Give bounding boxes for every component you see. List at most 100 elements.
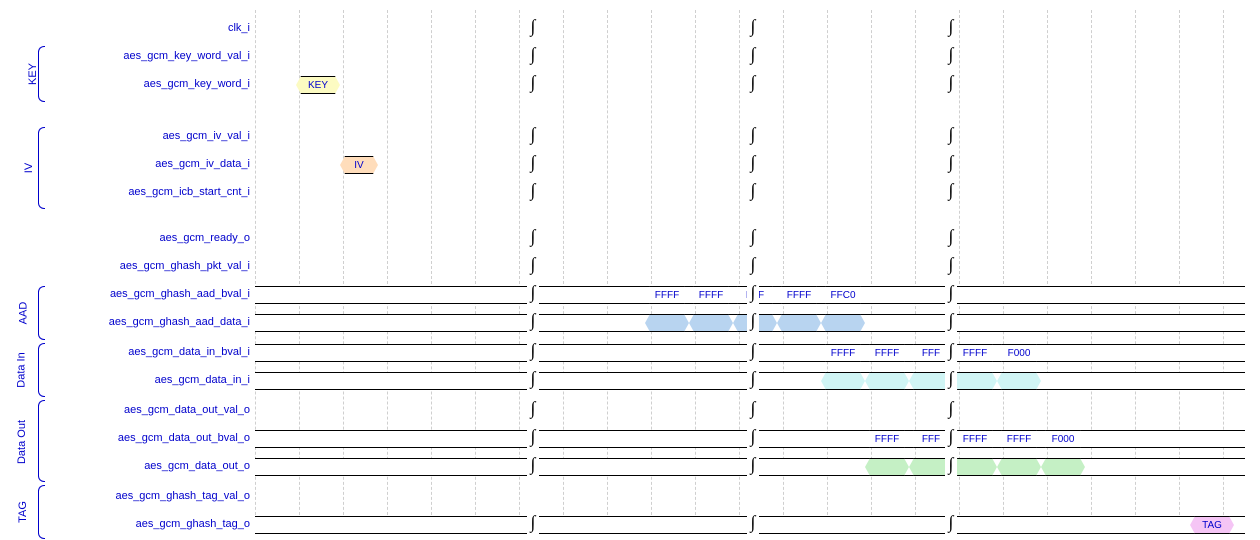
hex-segment: F000 (1041, 430, 1085, 448)
signal-label-aes_gcm_ghash_tag_o: aes_gcm_ghash_tag_o (136, 518, 250, 530)
group-brace-aad (38, 286, 45, 340)
grid-line (651, 10, 652, 530)
hex-segment (689, 314, 733, 332)
break-mark: ∫ (945, 514, 957, 534)
hex-segment: FFC0 (821, 286, 865, 304)
break-mark: ∫ (747, 256, 759, 276)
group-label-tag: TAG (17, 501, 29, 523)
group-label-datain: Data In (16, 352, 28, 387)
break-mark: ∫ (527, 370, 539, 390)
break-mark: ∫ (945, 456, 957, 476)
group-label-key: KEY (27, 63, 39, 85)
grid-line (563, 10, 564, 530)
hex-segment: F000 (997, 344, 1041, 362)
break-mark: ∫ (527, 284, 539, 304)
grid-line (827, 10, 828, 530)
hex-segment (645, 314, 689, 332)
hex-segment: FFFF (953, 430, 997, 448)
signal-label-aes_gcm_data_out_o: aes_gcm_data_out_o (144, 460, 250, 472)
grid-line (1047, 10, 1048, 530)
break-mark: ∫ (747, 46, 759, 66)
grid-line (783, 10, 784, 530)
hex-segment: FFFF (777, 286, 821, 304)
hex-segment (1041, 458, 1085, 476)
break-mark: ∫ (527, 46, 539, 66)
break-mark: ∫ (747, 74, 759, 94)
break-mark: ∫ (747, 18, 759, 38)
signal-label-aes_gcm_ghash_aad_bval_i: aes_gcm_ghash_aad_bval_i (110, 288, 250, 300)
break-mark: ∫ (747, 342, 759, 362)
grid-line (387, 10, 388, 530)
grid-line (475, 10, 476, 530)
grid-line (431, 10, 432, 530)
hex-segment: FFFF (997, 430, 1041, 448)
hex-segment (865, 372, 909, 390)
grid-line (871, 10, 872, 530)
key-tag: KEY (296, 76, 340, 94)
signal-label-aes_gcm_icb_start_cnt_i: aes_gcm_icb_start_cnt_i (128, 186, 250, 198)
break-mark: ∫ (527, 154, 539, 174)
break-mark: ∫ (527, 342, 539, 362)
break-mark: ∫ (527, 456, 539, 476)
hex-segment: FFFF (865, 430, 909, 448)
break-mark: ∫ (527, 126, 539, 146)
group-brace-tag (38, 485, 45, 539)
break-mark: ∫ (527, 228, 539, 248)
grid-line (1091, 10, 1092, 530)
signal-label-aes_gcm_key_word_val_i: aes_gcm_key_word_val_i (123, 50, 250, 62)
break-mark: ∫ (747, 284, 759, 304)
break-mark: ∫ (945, 46, 957, 66)
break-mark: ∫ (527, 400, 539, 420)
ghash-tag: TAG (1190, 516, 1234, 534)
break-mark: ∫ (945, 228, 957, 248)
break-mark: ∫ (747, 400, 759, 420)
break-mark: ∫ (747, 428, 759, 448)
grid-line (607, 10, 608, 530)
break-mark: ∫ (527, 312, 539, 332)
break-mark: ∫ (747, 456, 759, 476)
break-mark: ∫ (945, 284, 957, 304)
signal-label-aes_gcm_data_in_i: aes_gcm_data_in_i (155, 374, 250, 386)
signal-label-aes_gcm_iv_val_i: aes_gcm_iv_val_i (163, 130, 250, 142)
signal-label-aes_gcm_ghash_aad_data_i: aes_gcm_ghash_aad_data_i (109, 316, 250, 328)
break-mark: ∫ (747, 312, 759, 332)
hex-segment (997, 458, 1041, 476)
signal-label-aes_gcm_ready_o: aes_gcm_ready_o (159, 232, 250, 244)
break-mark: ∫ (945, 428, 957, 448)
signal-label-aes_gcm_data_out_val_o: aes_gcm_data_out_val_o (124, 404, 250, 416)
hex-segment: FFFF (645, 286, 689, 304)
hex-segment (777, 314, 821, 332)
signal-label-clk_i: clk_i (228, 22, 250, 34)
grid-line (343, 10, 344, 530)
waveform-area: FFFFFFFFFFFFFFFFFC0FFFFFFFFFFFFFFFF000FF… (255, 10, 1250, 530)
break-mark: ∫ (527, 182, 539, 202)
break-mark: ∫ (945, 126, 957, 146)
break-mark: ∫ (945, 400, 957, 420)
signal-label-aes_gcm_ghash_tag_val_o: aes_gcm_ghash_tag_val_o (115, 490, 250, 502)
signal-label-aes_gcm_iv_data_i: aes_gcm_iv_data_i (155, 158, 250, 170)
group-label-iv: IV (23, 163, 35, 173)
break-mark: ∫ (527, 18, 539, 38)
iv-tag: IV (340, 156, 378, 174)
break-mark: ∫ (945, 154, 957, 174)
break-mark: ∫ (527, 256, 539, 276)
grid-line (959, 10, 960, 530)
hex-segment: FFFF (821, 344, 865, 362)
break-mark: ∫ (527, 514, 539, 534)
break-mark: ∫ (945, 74, 957, 94)
hex-segment: FFFF (689, 286, 733, 304)
break-mark: ∫ (945, 370, 957, 390)
break-mark: ∫ (747, 370, 759, 390)
break-mark: ∫ (747, 228, 759, 248)
break-mark: ∫ (945, 312, 957, 332)
break-mark: ∫ (747, 154, 759, 174)
grid-line (1223, 10, 1224, 530)
hex-segment: FFFF (953, 344, 997, 362)
group-label-dataout: Data Out (16, 420, 28, 464)
hex-segment (997, 372, 1041, 390)
signal-label-aes_gcm_key_word_i: aes_gcm_key_word_i (144, 78, 250, 90)
break-mark: ∫ (527, 74, 539, 94)
break-mark: ∫ (945, 18, 957, 38)
timing-diagram: FFFFFFFFFFFFFFFFFC0FFFFFFFFFFFFFFFF000FF… (10, 10, 1250, 530)
grid-line (739, 10, 740, 530)
